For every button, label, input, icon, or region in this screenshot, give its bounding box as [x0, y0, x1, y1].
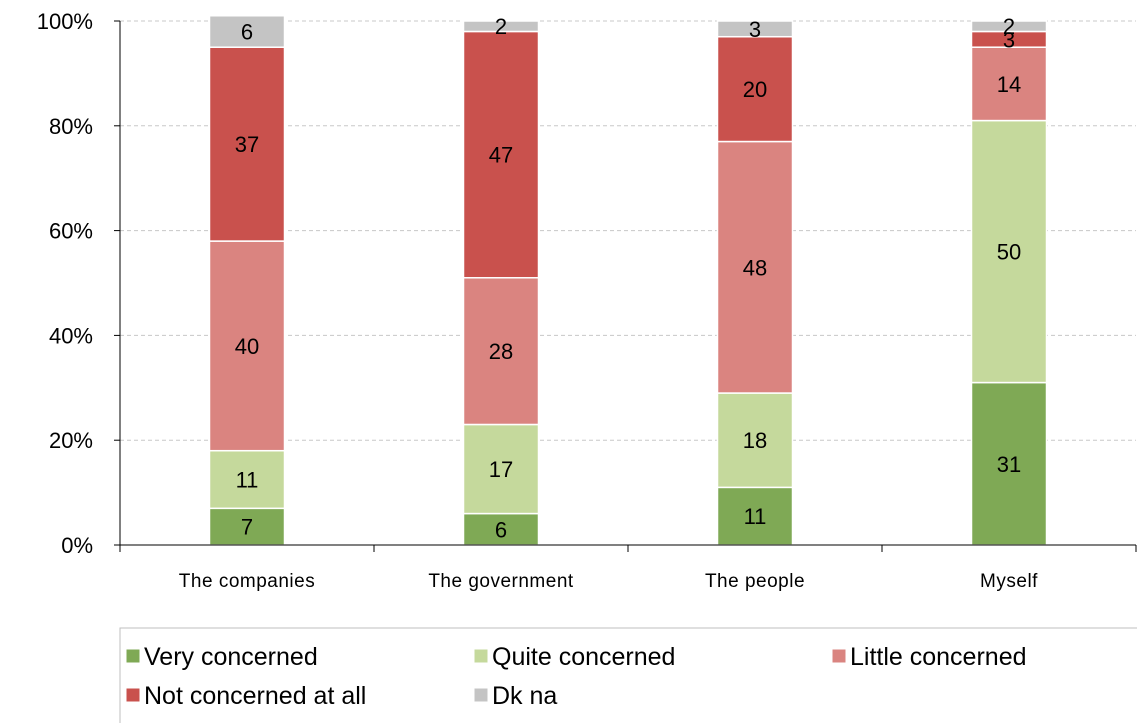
bar-segment [462, 423, 540, 515]
legend-swatch [473, 687, 489, 703]
legend-swatch [831, 648, 847, 664]
bar-segment [716, 486, 794, 546]
data-label: 3 [1003, 27, 1015, 52]
y-tick-label: 80% [49, 114, 93, 139]
bar-segment [208, 240, 286, 452]
data-label: 50 [997, 240, 1021, 265]
bar-segment [716, 20, 794, 38]
x-tick-label: Myself [980, 571, 1038, 592]
x-tick-label: The government [428, 571, 574, 592]
data-label: 48 [743, 255, 767, 280]
legend-label: Not concerned at all [144, 682, 366, 710]
x-tick-label: The companies [179, 571, 315, 592]
y-tick-label: 20% [49, 428, 93, 453]
data-label: 28 [489, 339, 513, 364]
bar-segment [462, 277, 540, 426]
data-label: 2 [1003, 14, 1015, 39]
bar-segment [716, 140, 794, 394]
bar-segment [970, 20, 1048, 33]
data-label: 31 [997, 452, 1021, 477]
legend: Very concerned Quite concerned Little conc… [119, 627, 1137, 723]
data-label: 11 [744, 504, 767, 529]
legend-swatch [473, 648, 489, 664]
y-tick-label: 0% [61, 533, 93, 558]
legend-swatch [125, 648, 141, 664]
bar-segment [208, 449, 286, 510]
data-label: 40 [235, 334, 259, 359]
data-label: 37 [235, 132, 259, 157]
legend-label: Very concerned [144, 643, 318, 671]
bar-segment [208, 15, 286, 48]
data-label: 14 [997, 72, 1021, 97]
data-label: 17 [489, 457, 513, 482]
data-label: 2 [495, 14, 507, 39]
bar-segment [462, 20, 540, 33]
y-tick-label: 60% [49, 219, 93, 244]
legend-label: Quite concerned [492, 643, 675, 671]
axes: 0% 20% 40% 60% 80% 100% The companies The gover… [37, 9, 1137, 592]
legend-swatch [125, 687, 141, 703]
bar-segment [462, 30, 540, 279]
legend-label: Little concerned [850, 643, 1027, 671]
data-label: 47 [489, 143, 513, 168]
data-label: 7 [241, 515, 253, 540]
data-label: 11 [236, 468, 259, 493]
x-tick-label: The people [705, 571, 805, 592]
gridlines [120, 20, 1136, 441]
bar-segment [716, 35, 794, 143]
data-label: 20 [743, 77, 767, 102]
data-label: 18 [743, 428, 767, 453]
legend-box [119, 627, 1137, 723]
legend-label: Dk na [492, 682, 557, 710]
y-tick-label: 40% [49, 323, 93, 348]
bar-segment [208, 507, 286, 546]
data-label: 6 [495, 517, 507, 542]
y-tick-label: 100% [37, 9, 93, 34]
data-label: 6 [241, 19, 253, 44]
data-label: 3 [749, 17, 761, 42]
